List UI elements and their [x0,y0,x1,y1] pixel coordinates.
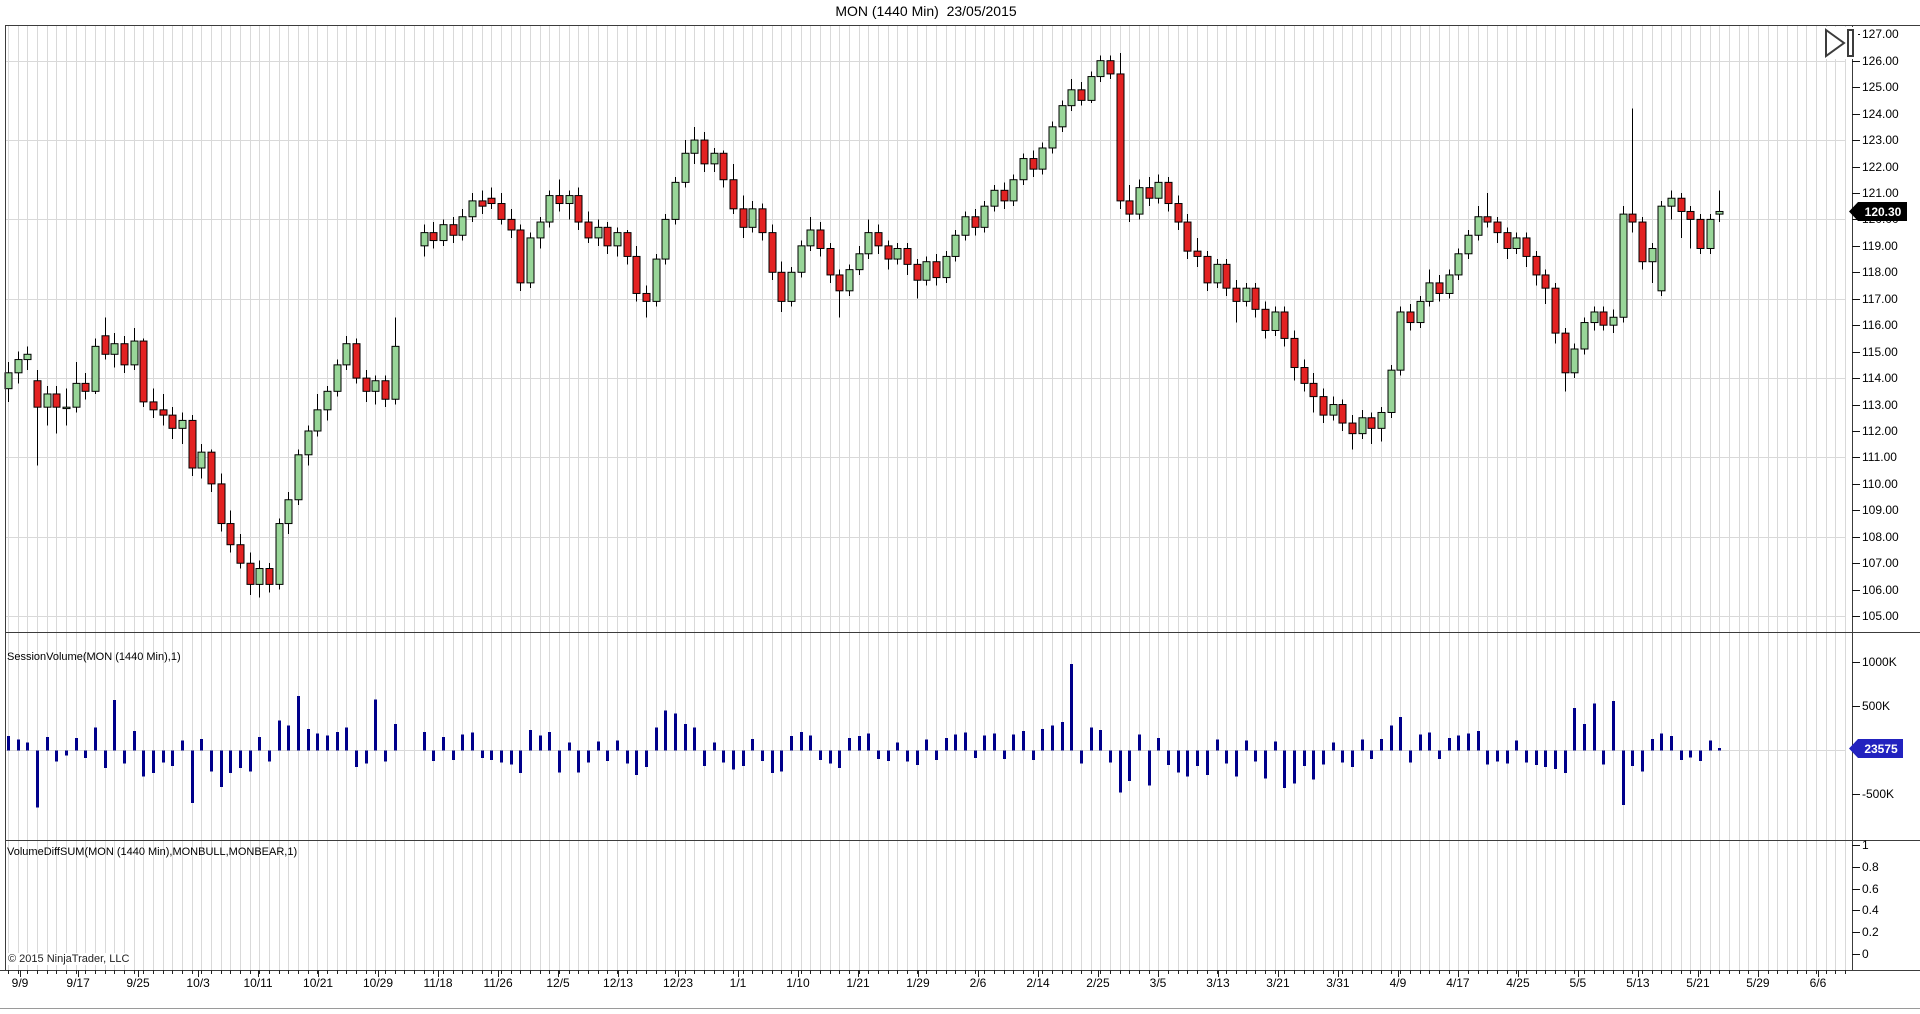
gridlines [5,25,1846,970]
chart-title: MON (1440 Min) 23/05/2015 [835,3,1017,19]
svg-text:10/21: 10/21 [303,976,333,990]
step-forward-icon [1825,28,1854,58]
svg-text:3/5: 3/5 [1150,976,1167,990]
svg-text:124.00: 124.00 [1862,107,1899,121]
panel-borders [0,25,1920,1009]
svg-text:-500K: -500K [1862,787,1894,801]
svg-text:9/9: 9/9 [12,976,29,990]
svg-text:5/5: 5/5 [1570,976,1587,990]
svg-text:1/21: 1/21 [846,976,870,990]
svg-text:11/26: 11/26 [484,976,513,990]
svg-text:105.00: 105.00 [1862,609,1899,623]
svg-text:123.00: 123.00 [1862,133,1899,147]
svg-text:114.00: 114.00 [1862,371,1898,385]
svg-text:0.4: 0.4 [1862,903,1879,917]
svg-text:2/6: 2/6 [970,976,987,990]
indicator-y-axis[interactable] [1852,840,1920,970]
svg-text:0.8: 0.8 [1862,860,1879,874]
axis-ticks-and-labels: 105.00 106.00 107.00 108.00 109.00 110.00 111.… [8,27,1899,990]
svg-text:9/25: 9/25 [126,976,150,990]
svg-text:10/3: 10/3 [186,976,210,990]
svg-text:125.00: 125.00 [1862,80,1899,94]
svg-text:500K: 500K [1862,699,1890,713]
svg-text:3/21: 3/21 [1266,976,1290,990]
svg-text:115.00: 115.00 [1862,345,1898,359]
volume-panel-label: SessionVolume(MON (1440 Min),1) [7,651,181,663]
copyright-watermark: © 2015 NinjaTrader, LLC [6,953,132,965]
candlestick-series [4,52,1724,598]
svg-text:126.00: 126.00 [1862,54,1899,68]
svg-text:12/13: 12/13 [603,976,633,990]
svg-text:10/11: 10/11 [243,976,272,990]
svg-text:5/13: 5/13 [1626,976,1650,990]
indicator-panel[interactable] [5,840,1852,970]
svg-text:9/17: 9/17 [66,976,90,990]
svg-text:11/18: 11/18 [423,976,452,990]
svg-text:1000K: 1000K [1862,655,1897,669]
svg-text:6/6: 6/6 [1810,976,1827,990]
svg-text:122.00: 122.00 [1862,160,1899,174]
last-volume-marker: 23575 [1849,739,1903,758]
go-to-last-bar-button[interactable] [1822,27,1858,59]
svg-text:12/23: 12/23 [663,976,693,990]
x-axis[interactable] [5,970,1852,992]
svg-text:110.00: 110.00 [1862,477,1898,491]
svg-text:117.00: 117.00 [1862,292,1898,306]
svg-text:0.6: 0.6 [1862,882,1879,896]
svg-text:113.00: 113.00 [1862,398,1898,412]
price-panel[interactable] [5,25,1852,632]
svg-text:109.00: 109.00 [1862,503,1899,517]
svg-text:121.00: 121.00 [1862,186,1899,200]
svg-text:4/17: 4/17 [1446,976,1470,990]
svg-text:4/9: 4/9 [1390,976,1407,990]
volume-series [7,664,1721,808]
svg-text:5/29: 5/29 [1746,976,1770,990]
svg-text:118.00: 118.00 [1862,265,1898,279]
svg-text:1/1: 1/1 [730,976,747,990]
svg-text:3/31: 3/31 [1326,976,1350,990]
svg-text:1: 1 [1862,838,1869,852]
svg-text:0.2: 0.2 [1862,925,1879,939]
svg-text:1/29: 1/29 [906,976,930,990]
svg-text:119.00: 119.00 [1862,239,1898,253]
price-y-axis[interactable] [1852,25,1920,632]
svg-text:2/25: 2/25 [1086,976,1110,990]
svg-text:111.00: 111.00 [1862,450,1897,464]
last-price-marker: 120.30 [1849,202,1907,221]
svg-text:5/21: 5/21 [1686,976,1710,990]
svg-text:108.00: 108.00 [1862,530,1899,544]
volume-y-axis[interactable] [1852,632,1920,840]
svg-text:3/13: 3/13 [1206,976,1230,990]
svg-text:107.00: 107.00 [1862,556,1899,570]
svg-text:106.00: 106.00 [1862,583,1899,597]
svg-text:4/25: 4/25 [1506,976,1530,990]
svg-text:12/5: 12/5 [546,976,570,990]
svg-text:1/10: 1/10 [786,976,810,990]
svg-text:127.00: 127.00 [1862,27,1899,41]
indicator-panel-label: VolumeDiffSUM(MON (1440 Min),MONBULL,MON… [7,846,298,858]
svg-text:112.00: 112.00 [1862,424,1898,438]
svg-text:10/29: 10/29 [363,976,393,990]
svg-text:0: 0 [1862,947,1869,961]
svg-text:116.00: 116.00 [1862,318,1898,332]
volume-panel[interactable] [5,632,1852,840]
svg-text:2/14: 2/14 [1026,976,1050,990]
